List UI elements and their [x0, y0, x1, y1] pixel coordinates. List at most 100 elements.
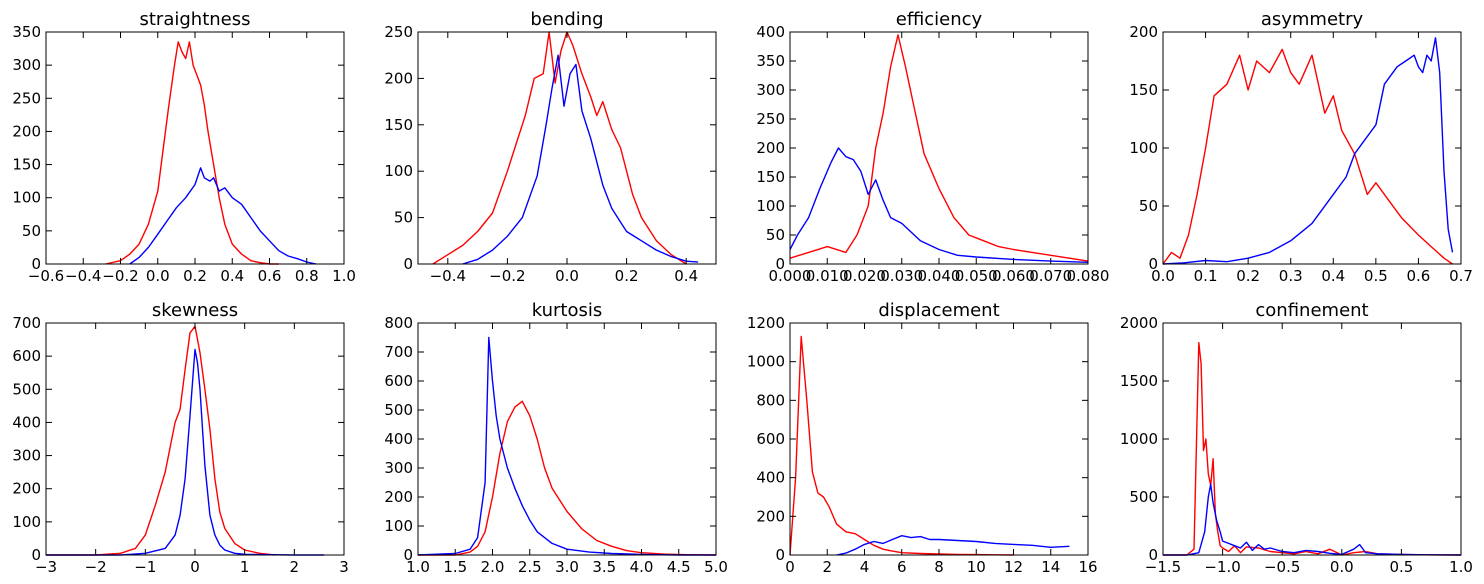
- chart-title: skewness: [152, 300, 238, 321]
- y-tick-label: 0: [403, 546, 413, 564]
- y-tick-label: 800: [384, 314, 413, 332]
- x-tick-label: 0.4: [220, 267, 244, 285]
- x-tick-label: −1.0: [1204, 558, 1240, 576]
- y-tick-label: 350: [12, 23, 41, 41]
- chart-panel-bending: −0.4 −0.2 0.0 0.2 0.4 0 50 100 150 200 250 bending: [384, 9, 717, 285]
- x-tick-label: 0.0: [146, 267, 170, 285]
- x-tick-label: −1.5: [1145, 558, 1181, 576]
- y-tick-label: 0: [31, 255, 41, 273]
- y-tick-label: 200: [12, 122, 41, 140]
- y-tick-label: 500: [12, 380, 41, 398]
- x-tick-label: 4: [860, 558, 870, 576]
- x-tick-label: 0.000: [769, 267, 812, 285]
- x-tick-label: −0.2: [102, 267, 138, 285]
- chart-title: confinement: [1255, 300, 1368, 321]
- y-tick-label: 0: [1148, 546, 1158, 564]
- y-tick-label: 100: [1129, 139, 1158, 157]
- x-tick-label: 0.4: [1321, 267, 1345, 285]
- series-line-blue: [462, 54, 699, 265]
- x-tick-label: 2: [822, 558, 832, 576]
- x-tick-label: 3: [339, 558, 349, 576]
- series-line-blue: [417, 336, 716, 556]
- series-line-blue: [1162, 37, 1454, 265]
- x-tick-label: 0.060: [992, 267, 1035, 285]
- x-tick-label: 3.0: [555, 558, 579, 576]
- x-tick-label: 0.0: [1330, 558, 1354, 576]
- x-tick-label: −2: [85, 558, 107, 576]
- series-line-red: [789, 335, 1014, 556]
- chart-panel-efficiency: 0.0000.0100.0200.0300.0400.0500.0600.070…: [756, 9, 1109, 285]
- chart-panel-skewness: −3 −2 −1 0 1 2 3 0 100 200 300 400 500 600 700 skewness: [12, 300, 348, 576]
- y-tick-label: 100: [12, 189, 41, 207]
- y-tick-label: 300: [756, 81, 785, 99]
- x-tick-label: 0.6: [258, 267, 282, 285]
- x-tick-label: 12: [1004, 558, 1023, 576]
- y-tick-label: 1000: [1120, 430, 1158, 448]
- y-tick-label: 1500: [1120, 372, 1158, 390]
- series-line-red: [789, 34, 1089, 262]
- x-tick-label: 0.010: [806, 267, 849, 285]
- y-tick-label: 0: [775, 546, 785, 564]
- chart-title: efficiency: [896, 9, 983, 30]
- x-tick-label: −0.2: [489, 267, 525, 285]
- chart-title: asymmetry: [1261, 9, 1364, 30]
- x-tick-label: 0.1: [1194, 267, 1218, 285]
- y-tick-label: 400: [756, 469, 785, 487]
- y-tick-label: 350: [756, 52, 785, 70]
- x-tick-label: 8: [934, 558, 944, 576]
- y-tick-label: 300: [384, 459, 413, 477]
- x-tick-label: 6: [897, 558, 907, 576]
- chart-title: displacement: [878, 300, 999, 321]
- x-tick-label: 0.6: [1406, 267, 1430, 285]
- x-tick-label: 0.7: [1449, 267, 1473, 285]
- y-tick-label: 50: [1139, 197, 1158, 215]
- y-tick-label: 100: [756, 197, 785, 215]
- x-tick-label: 2.5: [518, 558, 542, 576]
- x-tick-label: 2.0: [481, 558, 505, 576]
- x-tick-label: 0.2: [1236, 267, 1260, 285]
- y-tick-label: 1200: [747, 314, 785, 332]
- y-tick-label: 1000: [747, 353, 785, 371]
- y-tick-label: 200: [756, 139, 785, 157]
- x-tick-label: −0.4: [430, 267, 466, 285]
- series-line-blue: [46, 348, 325, 556]
- y-tick-label: 150: [12, 156, 41, 174]
- y-tick-label: 100: [384, 517, 413, 535]
- x-tick-label: 0.2: [183, 267, 207, 285]
- series-line-blue: [1163, 483, 1462, 556]
- y-tick-label: 0: [31, 546, 41, 564]
- x-tick-label: 0.8: [295, 267, 319, 285]
- x-tick-label: 1.0: [406, 558, 430, 576]
- y-tick-label: 250: [12, 89, 41, 107]
- series-line-blue: [129, 167, 317, 265]
- x-tick-label: 0: [785, 558, 795, 576]
- y-tick-label: 100: [384, 162, 413, 180]
- chart-panel-displacement: 0 2 4 6 8 10 12 14 16 0 200 400 600 800 1000 1200 displa…: [747, 300, 1098, 576]
- y-tick-label: 2000: [1120, 314, 1158, 332]
- chart-title: straightness: [140, 9, 251, 30]
- chart-panel-kurtosis: 1.0 1.5 2.0 2.5 3.0 3.5 4.0 4.5 5.0 0 100 200 300 400…: [384, 300, 728, 576]
- x-tick-label: 1: [240, 558, 250, 576]
- x-tick-label: 0.5: [1364, 267, 1388, 285]
- chart-panel-straightness: −0.6 −0.4 −0.2 0.0 0.2 0.4 0.6 0.8 1.0 0 50 100 150 2…: [12, 9, 356, 285]
- y-tick-label: 0: [403, 255, 413, 273]
- y-tick-label: 200: [384, 488, 413, 506]
- y-tick-label: 500: [384, 401, 413, 419]
- y-tick-label: 100: [12, 513, 41, 531]
- x-tick-label: −0.6: [28, 267, 64, 285]
- series-line-red: [46, 325, 275, 556]
- y-tick-label: 50: [766, 226, 785, 244]
- plot-frame: [417, 322, 717, 556]
- y-tick-label: 400: [12, 413, 41, 431]
- series-line-red: [418, 400, 717, 556]
- x-tick-label: −1: [134, 558, 156, 576]
- y-tick-label: 500: [1129, 488, 1158, 506]
- y-tick-label: 150: [384, 116, 413, 134]
- x-tick-label: 0: [190, 558, 200, 576]
- y-tick-label: 50: [22, 222, 41, 240]
- chart-panel-asymmetry: 0.0 0.1 0.2 0.3 0.4 0.5 0.6 0.7 0 50 100 150 200 asym…: [1129, 9, 1473, 285]
- x-tick-label: 0.0: [1151, 267, 1175, 285]
- chart-title: kurtosis: [532, 300, 603, 321]
- plot-frame: [789, 31, 1089, 265]
